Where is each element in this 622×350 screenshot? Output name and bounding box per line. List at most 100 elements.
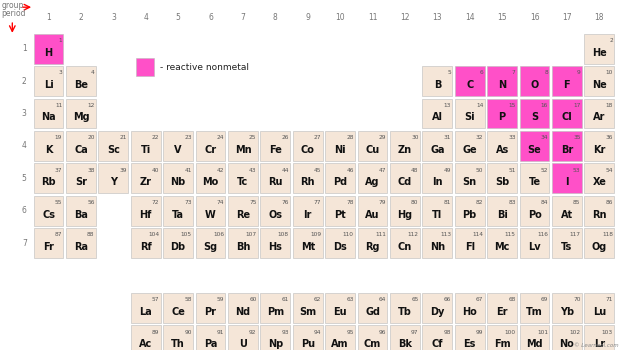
Text: Ca: Ca bbox=[74, 145, 88, 155]
Text: 41: 41 bbox=[184, 168, 192, 173]
Text: Rn: Rn bbox=[592, 210, 606, 219]
FancyBboxPatch shape bbox=[552, 196, 582, 225]
Text: 69: 69 bbox=[541, 297, 548, 302]
FancyBboxPatch shape bbox=[34, 163, 63, 193]
FancyBboxPatch shape bbox=[455, 163, 485, 193]
FancyBboxPatch shape bbox=[261, 131, 290, 161]
FancyBboxPatch shape bbox=[325, 228, 355, 258]
FancyBboxPatch shape bbox=[196, 228, 226, 258]
Text: Se: Se bbox=[527, 145, 541, 155]
FancyBboxPatch shape bbox=[487, 66, 517, 96]
FancyBboxPatch shape bbox=[131, 196, 160, 225]
Text: 32: 32 bbox=[476, 135, 483, 140]
Text: 71: 71 bbox=[606, 297, 613, 302]
Text: 18: 18 bbox=[606, 103, 613, 108]
FancyBboxPatch shape bbox=[519, 163, 549, 193]
FancyBboxPatch shape bbox=[358, 325, 388, 350]
Text: 28: 28 bbox=[346, 135, 354, 140]
Text: 17: 17 bbox=[562, 13, 572, 22]
Text: 50: 50 bbox=[476, 168, 483, 173]
FancyBboxPatch shape bbox=[422, 131, 452, 161]
Text: Am: Am bbox=[332, 339, 349, 349]
Text: Th: Th bbox=[171, 339, 185, 349]
Text: 94: 94 bbox=[314, 330, 322, 335]
Text: P: P bbox=[499, 112, 506, 122]
Text: 47: 47 bbox=[379, 168, 386, 173]
Text: 9: 9 bbox=[305, 13, 310, 22]
Text: 30: 30 bbox=[411, 135, 419, 140]
FancyBboxPatch shape bbox=[228, 131, 258, 161]
Text: 7: 7 bbox=[241, 13, 246, 22]
Text: Pu: Pu bbox=[300, 339, 315, 349]
Text: 77: 77 bbox=[314, 200, 322, 205]
FancyBboxPatch shape bbox=[66, 163, 96, 193]
Text: S: S bbox=[531, 112, 538, 122]
FancyBboxPatch shape bbox=[422, 293, 452, 323]
FancyBboxPatch shape bbox=[422, 66, 452, 96]
FancyBboxPatch shape bbox=[325, 131, 355, 161]
Text: Hf: Hf bbox=[139, 210, 152, 219]
FancyBboxPatch shape bbox=[131, 228, 160, 258]
FancyBboxPatch shape bbox=[455, 99, 485, 128]
Text: At: At bbox=[561, 210, 573, 219]
Text: 15: 15 bbox=[508, 103, 516, 108]
FancyBboxPatch shape bbox=[519, 228, 549, 258]
Text: Bi: Bi bbox=[497, 210, 508, 219]
Text: 27: 27 bbox=[314, 135, 322, 140]
Text: H: H bbox=[45, 48, 53, 57]
FancyBboxPatch shape bbox=[519, 131, 549, 161]
Text: 99: 99 bbox=[476, 330, 483, 335]
Text: 114: 114 bbox=[472, 232, 483, 237]
Text: U: U bbox=[239, 339, 247, 349]
Text: Nh: Nh bbox=[430, 242, 445, 252]
Text: 14: 14 bbox=[465, 13, 475, 22]
Text: Br: Br bbox=[561, 145, 573, 155]
Text: Cs: Cs bbox=[42, 210, 55, 219]
Text: Y: Y bbox=[110, 177, 117, 187]
FancyBboxPatch shape bbox=[422, 228, 452, 258]
FancyBboxPatch shape bbox=[519, 66, 549, 96]
Text: Fm: Fm bbox=[494, 339, 511, 349]
FancyBboxPatch shape bbox=[585, 66, 615, 96]
FancyBboxPatch shape bbox=[34, 66, 63, 96]
Text: 66: 66 bbox=[443, 297, 451, 302]
Text: Tl: Tl bbox=[432, 210, 442, 219]
Text: 2: 2 bbox=[78, 13, 83, 22]
Text: 118: 118 bbox=[602, 232, 613, 237]
Text: Eu: Eu bbox=[333, 307, 347, 317]
Text: 40: 40 bbox=[152, 168, 159, 173]
Text: 25: 25 bbox=[249, 135, 256, 140]
Text: 5: 5 bbox=[22, 174, 27, 183]
FancyBboxPatch shape bbox=[552, 66, 582, 96]
Text: 4: 4 bbox=[91, 70, 95, 75]
FancyBboxPatch shape bbox=[358, 131, 388, 161]
FancyBboxPatch shape bbox=[261, 228, 290, 258]
Text: Dy: Dy bbox=[430, 307, 445, 317]
Text: Sg: Sg bbox=[203, 242, 218, 252]
FancyBboxPatch shape bbox=[131, 131, 160, 161]
Text: 107: 107 bbox=[246, 232, 256, 237]
Text: 63: 63 bbox=[346, 297, 354, 302]
FancyBboxPatch shape bbox=[455, 131, 485, 161]
Text: F: F bbox=[564, 80, 570, 90]
Text: Ge: Ge bbox=[462, 145, 477, 155]
FancyBboxPatch shape bbox=[552, 163, 582, 193]
Text: Ag: Ag bbox=[365, 177, 380, 187]
Text: 115: 115 bbox=[504, 232, 516, 237]
Text: Ne: Ne bbox=[592, 80, 606, 90]
FancyBboxPatch shape bbox=[34, 228, 63, 258]
Text: © Learnool.com: © Learnool.com bbox=[574, 343, 619, 348]
Text: Mt: Mt bbox=[300, 242, 315, 252]
Text: Lu: Lu bbox=[593, 307, 606, 317]
FancyBboxPatch shape bbox=[455, 228, 485, 258]
Text: 85: 85 bbox=[573, 200, 580, 205]
Text: 112: 112 bbox=[407, 232, 419, 237]
FancyBboxPatch shape bbox=[228, 325, 258, 350]
Text: 16: 16 bbox=[541, 103, 548, 108]
Text: Al: Al bbox=[432, 112, 443, 122]
Text: 11: 11 bbox=[368, 13, 378, 22]
Text: 74: 74 bbox=[216, 200, 224, 205]
FancyBboxPatch shape bbox=[552, 131, 582, 161]
Text: 90: 90 bbox=[184, 330, 192, 335]
Text: Zn: Zn bbox=[398, 145, 412, 155]
